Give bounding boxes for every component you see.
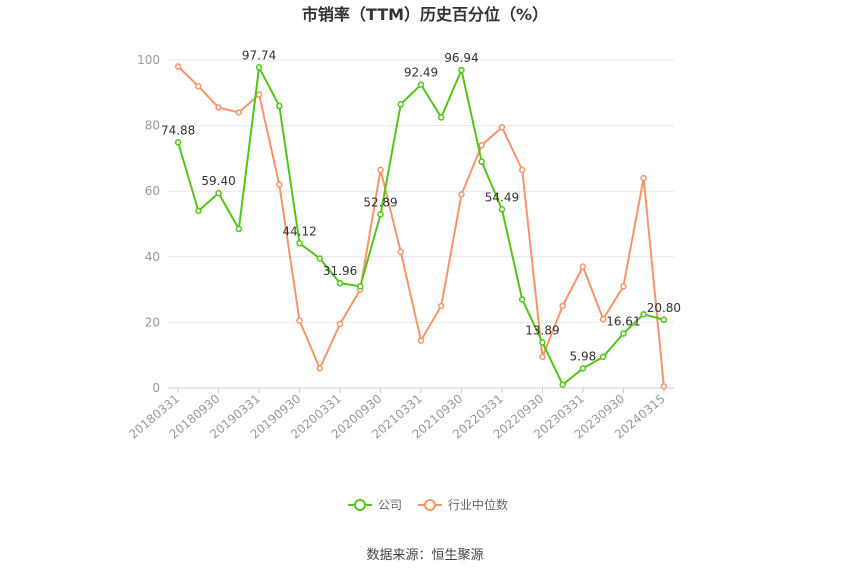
chart-title: 市销率（TTM）历史百分位（%） — [302, 5, 548, 24]
legend: 公司 行业中位数 — [348, 497, 508, 512]
data-point — [215, 104, 222, 111]
data-point — [377, 211, 384, 218]
data-point — [174, 63, 182, 70]
data-point — [518, 296, 526, 303]
data-point — [620, 283, 627, 290]
legend-swatch-marker — [424, 499, 436, 511]
data-point — [397, 248, 405, 256]
data-point — [458, 191, 465, 198]
data-point — [579, 365, 587, 372]
data-point — [195, 207, 202, 215]
data-point — [276, 181, 283, 188]
y-tick-label: 60 — [145, 184, 160, 198]
data-point — [215, 189, 222, 197]
data-point — [660, 316, 668, 324]
series-0 — [174, 64, 668, 388]
data-point — [478, 142, 485, 149]
data-point — [539, 353, 546, 361]
data-point — [599, 353, 607, 361]
data-label: 44.12 — [282, 224, 316, 238]
series-layer — [174, 63, 668, 390]
data-point — [336, 320, 344, 328]
legend-label: 公司 — [378, 498, 402, 512]
data-point — [599, 315, 607, 323]
legend-item-0[interactable]: 公司 — [348, 498, 402, 512]
data-point — [336, 279, 344, 287]
data-point — [357, 283, 364, 290]
data-point — [437, 114, 445, 121]
data-point — [417, 81, 425, 88]
data-label: 13.89 — [525, 323, 559, 337]
data-point — [174, 139, 182, 146]
y-tick-label: 80 — [145, 119, 160, 133]
data-point — [316, 365, 324, 372]
data-point — [255, 64, 263, 71]
data-label: 52.89 — [363, 196, 397, 210]
data-label: 16.61 — [606, 315, 640, 329]
data-label: 54.49 — [485, 190, 519, 204]
data-point — [377, 166, 384, 174]
data-labels: 74.88 59.40 97.74 44.12 31.96 52.89 92.49 96.94… — [161, 48, 681, 363]
data-point — [660, 383, 668, 390]
y-tick-label: 0 — [152, 381, 160, 395]
legend-item-1[interactable]: 行业中位数 — [418, 497, 508, 512]
series-1 — [174, 63, 668, 390]
data-label: 31.96 — [323, 264, 357, 278]
data-point — [579, 263, 587, 270]
y-tick-label: 100 — [137, 53, 160, 67]
data-point — [316, 255, 324, 262]
data-point — [498, 123, 506, 131]
legend-label: 行业中位数 — [448, 497, 508, 512]
y-tick-label: 20 — [145, 315, 160, 329]
data-point — [620, 330, 627, 337]
data-point — [255, 91, 263, 98]
data-point — [437, 302, 445, 310]
data-point — [296, 317, 303, 325]
y-axis: 0 20 40 60 80 100 — [137, 53, 160, 395]
data-point — [417, 337, 425, 344]
y-tick-label: 40 — [145, 250, 160, 264]
data-label: 20.80 — [647, 301, 681, 315]
data-point — [498, 206, 506, 213]
data-label: 5.98 — [570, 349, 597, 363]
data-point — [478, 158, 485, 165]
data-point — [195, 82, 202, 90]
data-point — [458, 66, 465, 74]
data-point — [640, 174, 647, 182]
data-point — [235, 225, 243, 233]
data-point — [518, 166, 526, 174]
data-point — [296, 240, 303, 247]
data-label: 74.88 — [161, 123, 195, 137]
data-source-note: 数据来源：恒生聚源 — [366, 548, 483, 563]
data-label: 59.40 — [201, 174, 235, 188]
x-axis: 2018033120180930201903312019093020200331… — [126, 387, 674, 442]
data-point — [559, 302, 566, 310]
data-point — [397, 101, 405, 108]
data-point — [276, 102, 283, 110]
data-point — [640, 310, 647, 318]
data-point — [559, 381, 566, 388]
data-label: 92.49 — [404, 66, 438, 80]
data-label: 96.94 — [444, 51, 478, 65]
data-label: 97.74 — [242, 48, 276, 62]
legend-swatch-marker — [354, 499, 366, 511]
data-point — [539, 339, 546, 346]
data-point — [235, 109, 243, 116]
